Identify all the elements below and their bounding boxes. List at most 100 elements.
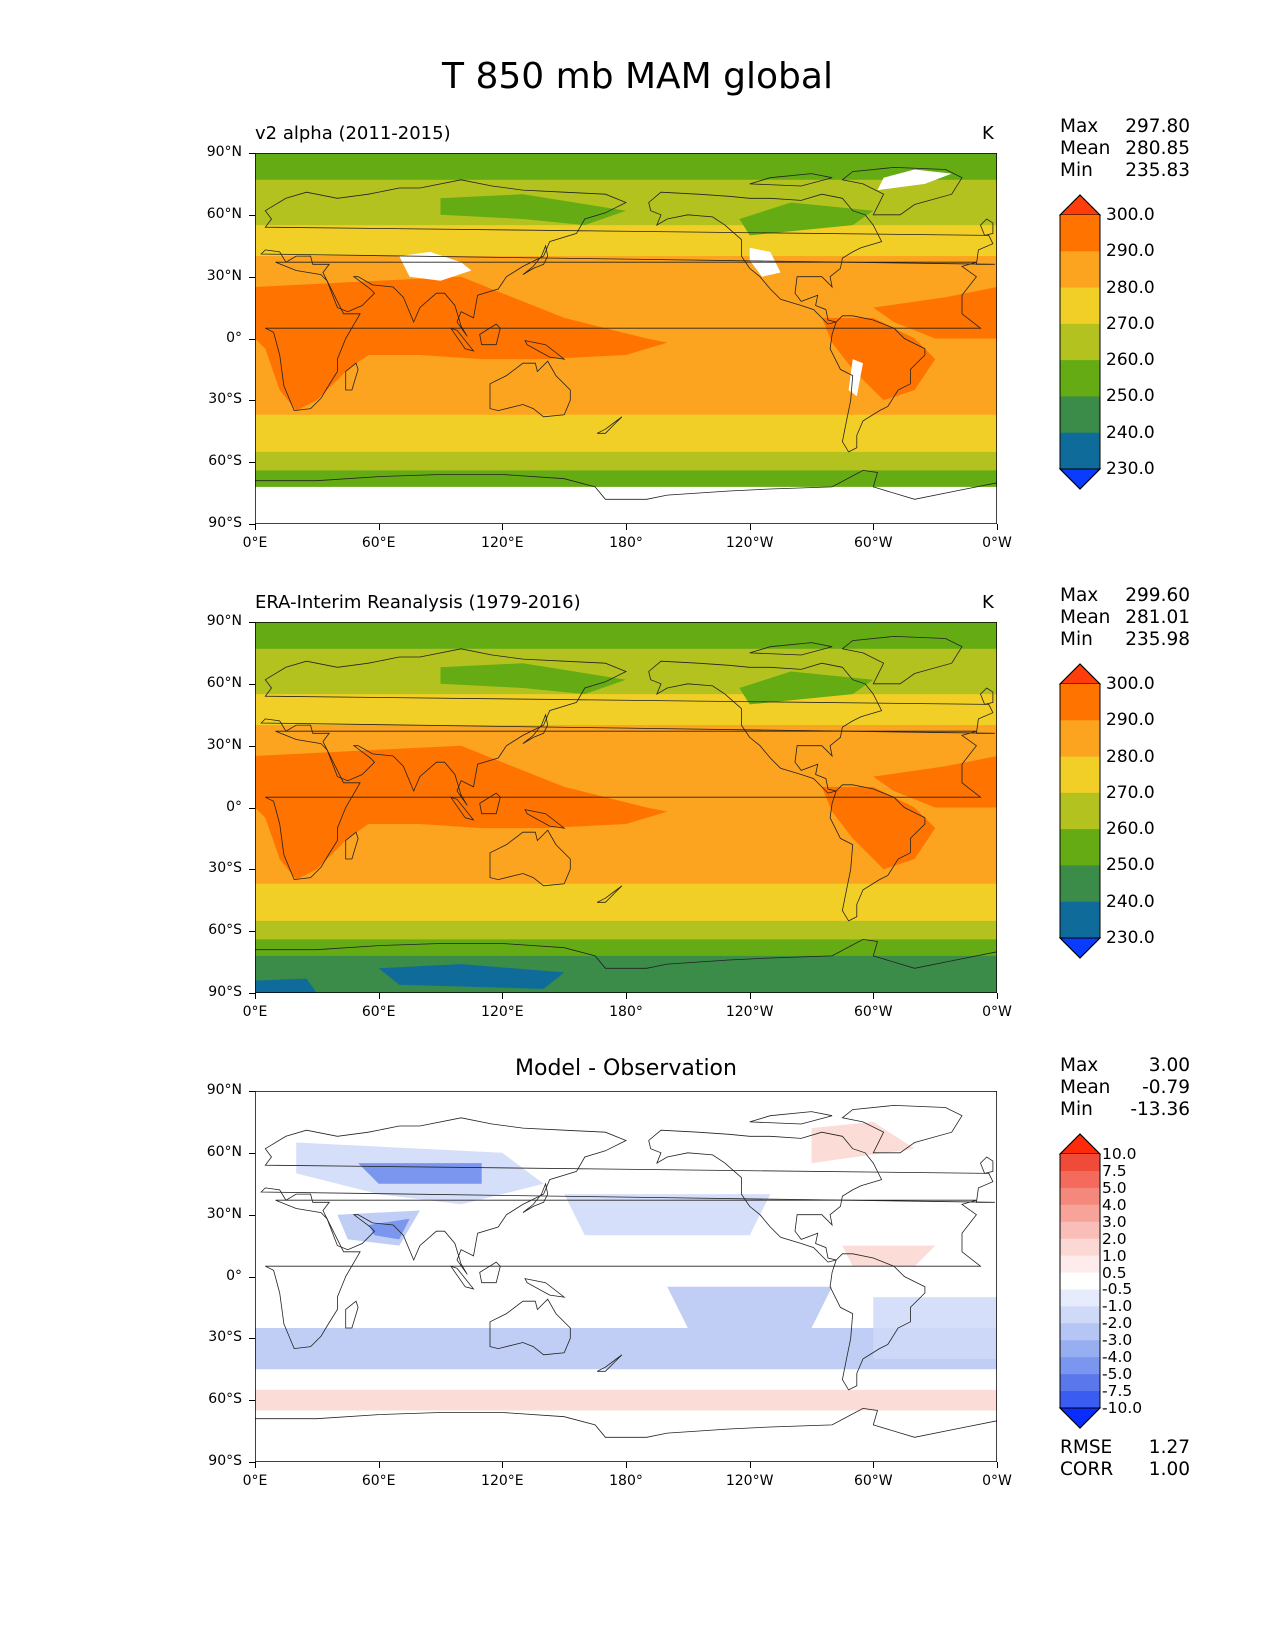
stat-max: 299.60 xyxy=(1125,585,1190,606)
x-tick-mark xyxy=(873,993,875,999)
warm-bias xyxy=(255,1389,997,1411)
y-tick-label: 30°N xyxy=(206,267,242,284)
corr-value: 1.00 xyxy=(1148,1459,1190,1480)
colorbar-label: 230.0 xyxy=(1106,459,1155,479)
colorbar-label: 240.0 xyxy=(1106,422,1155,443)
coastline xyxy=(449,796,475,821)
y-tick-mark xyxy=(249,1091,255,1092)
y-tick-mark xyxy=(249,745,255,747)
colorbar-segment xyxy=(1060,1221,1100,1240)
cold-region xyxy=(739,202,874,236)
y-tick-label: 90°N xyxy=(206,1082,242,1098)
colorbar-segment xyxy=(1060,1306,1100,1324)
x-tick-label: 120°W xyxy=(725,535,774,551)
x-tick-mark xyxy=(997,993,998,999)
coastline xyxy=(596,416,623,434)
y-tick-label: 30°N xyxy=(206,736,242,753)
colorbar-label: 3.0 xyxy=(1102,1212,1127,1231)
colorbar-segment xyxy=(1060,1154,1100,1172)
panel-title: v2 alpha (2011-2015) xyxy=(255,123,451,144)
coastline xyxy=(260,1117,995,1275)
colorbar-label: 300.0 xyxy=(1106,674,1155,694)
temp-band xyxy=(255,920,997,940)
colorbar-segment xyxy=(1060,756,1100,794)
x-tick-label: 60°E xyxy=(361,1473,396,1489)
x-tick-mark xyxy=(255,1462,256,1468)
x-tick-label: 60°E xyxy=(361,535,396,551)
y-tick-label: 90°S xyxy=(208,984,242,1000)
colorbar-segment xyxy=(1060,901,1100,939)
corr-label: CORR xyxy=(1060,1459,1114,1480)
cool-bias xyxy=(368,1218,410,1240)
temp-band xyxy=(255,622,997,650)
stat-mean-label: Mean xyxy=(1060,607,1111,628)
y-tick-mark xyxy=(249,931,255,933)
colorbar: 300.0 290.0 280.0 270.0 260.0 250.0 240.0 230.0 xyxy=(1058,193,1155,495)
x-tick-label: 120°E xyxy=(481,1473,524,1489)
colorbar-label: -3.0 xyxy=(1102,1331,1133,1350)
x-tick-label: 0°W xyxy=(982,535,1012,551)
colorbar-segment xyxy=(1060,1238,1100,1257)
colorbar-label: 10.0 xyxy=(1102,1145,1137,1163)
warm-region xyxy=(873,756,997,808)
x-tick-mark xyxy=(626,524,627,530)
x-tick-mark xyxy=(749,1462,751,1468)
x-tick-mark xyxy=(502,524,504,530)
y-tick-label: 0° xyxy=(226,1267,242,1284)
coastline xyxy=(596,1354,623,1372)
missing-data xyxy=(399,251,472,281)
coastline xyxy=(980,218,994,236)
colorbar-segment xyxy=(1060,720,1100,758)
x-tick-label: 0°E xyxy=(242,535,268,551)
coastline xyxy=(345,831,359,860)
colorbar-segment xyxy=(1060,829,1100,866)
colorbar-segment xyxy=(1060,1357,1100,1375)
temp-band xyxy=(255,414,997,430)
stat-mean-label: Mean xyxy=(1060,138,1111,159)
colorbar-label: 1.0 xyxy=(1102,1246,1127,1265)
coastline xyxy=(749,642,833,656)
temp-band xyxy=(255,153,997,181)
cold-region xyxy=(378,964,565,989)
x-tick-mark xyxy=(378,993,380,999)
temp-band xyxy=(255,470,997,488)
stat-max-label: Max xyxy=(1060,116,1099,137)
stat-min-label: Min xyxy=(1060,1099,1093,1120)
map-diff xyxy=(255,1091,997,1462)
y-tick-label: 90°N xyxy=(206,144,242,160)
colorbar-label: -2.0 xyxy=(1102,1314,1133,1333)
coastline xyxy=(449,327,475,352)
coastline xyxy=(829,784,926,922)
colorbar-segment xyxy=(1060,1255,1100,1274)
coastline xyxy=(260,179,995,337)
colorbar-label: 230.0 xyxy=(1106,928,1155,948)
stat-max: 297.80 xyxy=(1125,116,1190,137)
colorbar-frame xyxy=(1059,1133,1101,1429)
coastline xyxy=(255,1407,997,1462)
rmse-label: RMSE xyxy=(1060,1437,1113,1458)
cold-region xyxy=(739,671,874,705)
y-tick-label: 90°S xyxy=(208,515,242,531)
y-tick-label: 90°S xyxy=(208,1453,242,1469)
temp-band xyxy=(255,225,997,257)
coastline xyxy=(449,1265,475,1290)
x-tick-mark xyxy=(626,1462,627,1468)
stats-box: Max 299.60 Mean 281.01 Min 235.98 xyxy=(1060,585,1190,651)
colorbar-label: 290.0 xyxy=(1106,710,1155,731)
skill-scores: RMSE 1.27 CORR 1.00 xyxy=(1060,1437,1190,1481)
coastline xyxy=(648,1129,883,1263)
colorbar-label: 250.0 xyxy=(1106,855,1155,876)
x-tick-label: 60°E xyxy=(361,1004,396,1020)
colorbar-label: -7.5 xyxy=(1102,1382,1133,1401)
x-tick-mark xyxy=(378,524,380,530)
coastline xyxy=(524,340,566,360)
coastline xyxy=(345,1300,359,1329)
coastline xyxy=(255,938,997,993)
coastline xyxy=(829,315,926,453)
coastline xyxy=(980,1156,994,1174)
cold-region xyxy=(440,663,626,695)
x-tick-mark xyxy=(873,524,875,530)
warm-region xyxy=(255,276,668,411)
x-tick-mark xyxy=(749,993,751,999)
stat-mean: -0.79 xyxy=(1142,1077,1190,1098)
